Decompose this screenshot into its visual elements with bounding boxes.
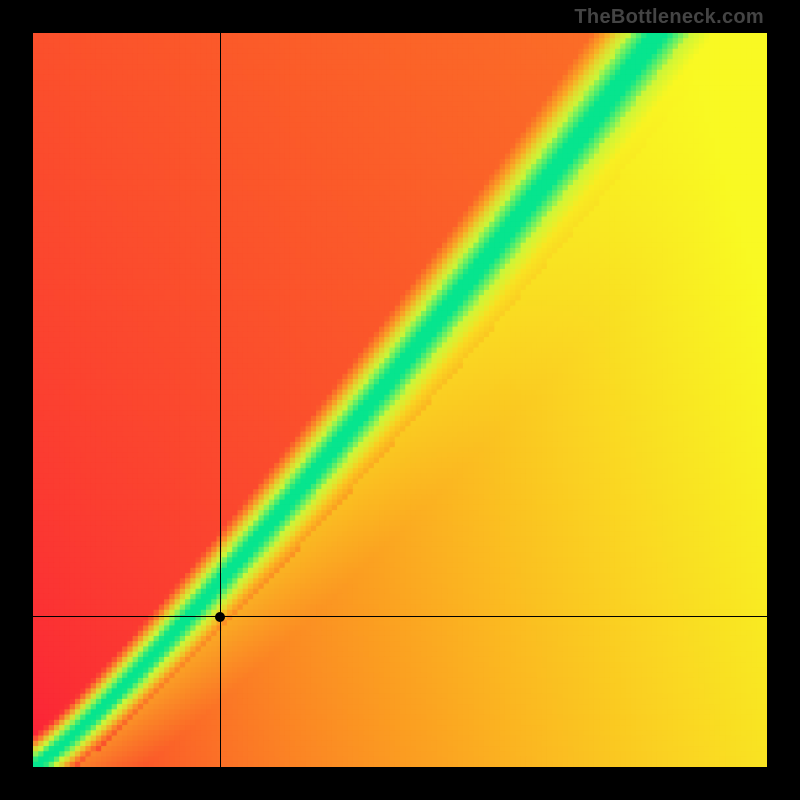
crosshair-vertical [220,33,221,767]
chart-container: TheBottleneck.com [0,0,800,800]
watermark-label: TheBottleneck.com [574,6,764,29]
data-point-marker [215,612,225,622]
crosshair-horizontal [33,616,767,617]
bottleneck-heatmap [33,33,767,767]
